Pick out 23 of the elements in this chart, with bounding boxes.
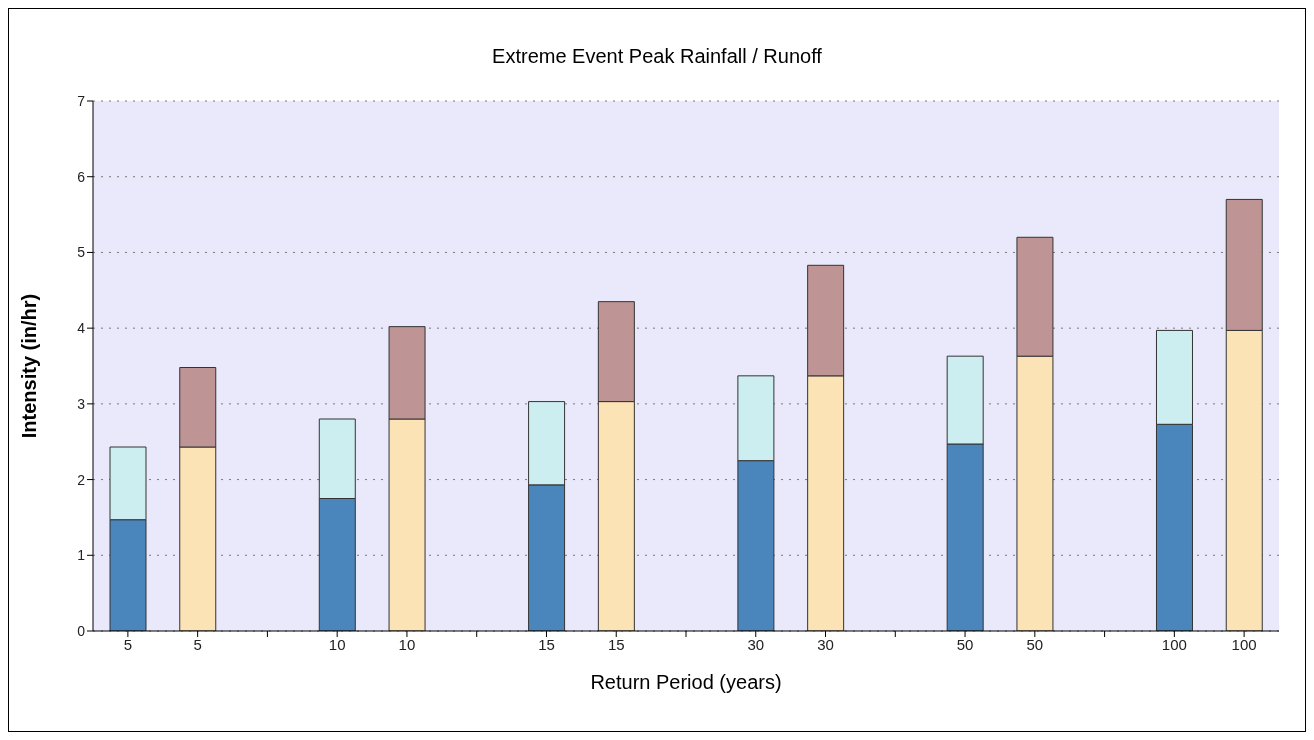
y-tick-label: 6 <box>77 168 86 185</box>
x-tick-label: 100 <box>1161 635 1187 653</box>
x-tick-label: 30 <box>817 635 834 653</box>
y-tick-label: 1 <box>77 547 86 564</box>
x-tick-label: 50 <box>956 635 974 653</box>
x-tick-label: 15 <box>607 635 625 653</box>
x-tick-label: 50 <box>1026 635 1044 653</box>
x-tick-label: 30 <box>747 635 765 653</box>
x-tick-label: 15 <box>538 635 555 653</box>
chart-title: Extreme Event Peak Rainfall / Runoff <box>491 45 823 68</box>
x-axis-title: Return Period (years) <box>590 671 782 693</box>
x-tick-label: 10 <box>328 635 346 653</box>
y-tick-label: 0 <box>77 622 86 639</box>
x-tick-label: 5 <box>123 635 133 653</box>
x-tick-label: 10 <box>398 635 416 653</box>
y-axis-title: Intensity (in/hr) <box>18 293 41 439</box>
y-tick-label: 5 <box>77 244 86 261</box>
y-tick-label: 3 <box>77 395 86 412</box>
y-tick-label: 2 <box>77 471 86 488</box>
y-tick-label: 4 <box>77 320 86 337</box>
x-tick-label: 5 <box>193 635 202 653</box>
y-tick-label: 7 <box>77 92 86 109</box>
x-tick-label: 100 <box>1231 635 1257 653</box>
